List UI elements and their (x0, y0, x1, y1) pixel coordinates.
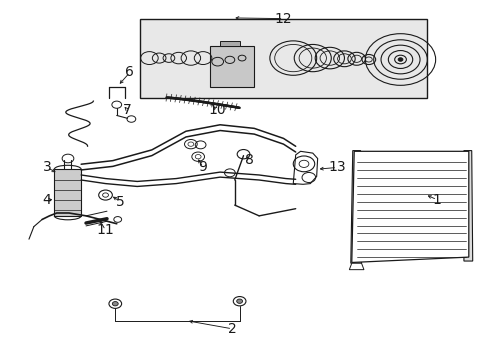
Text: 9: 9 (198, 161, 207, 175)
Polygon shape (463, 150, 472, 261)
Text: 1: 1 (432, 193, 441, 207)
Circle shape (397, 58, 402, 61)
Text: 7: 7 (123, 103, 132, 117)
Text: 2: 2 (227, 322, 236, 336)
Polygon shape (293, 151, 317, 184)
Text: 5: 5 (116, 194, 124, 208)
Polygon shape (348, 263, 363, 270)
Bar (54, 169, 81, 216)
Text: 12: 12 (274, 12, 292, 26)
Bar (210, 45, 254, 87)
Circle shape (112, 302, 118, 306)
Polygon shape (350, 150, 361, 263)
Text: 6: 6 (125, 66, 134, 80)
Text: 3: 3 (42, 161, 51, 175)
Text: 13: 13 (327, 161, 345, 175)
Circle shape (236, 299, 242, 303)
Text: 8: 8 (244, 153, 253, 167)
Text: 10: 10 (208, 103, 226, 117)
Bar (140, 19, 427, 98)
Text: 4: 4 (42, 193, 51, 207)
Bar (220, 41, 239, 46)
Text: 11: 11 (97, 223, 114, 237)
Polygon shape (351, 151, 468, 262)
